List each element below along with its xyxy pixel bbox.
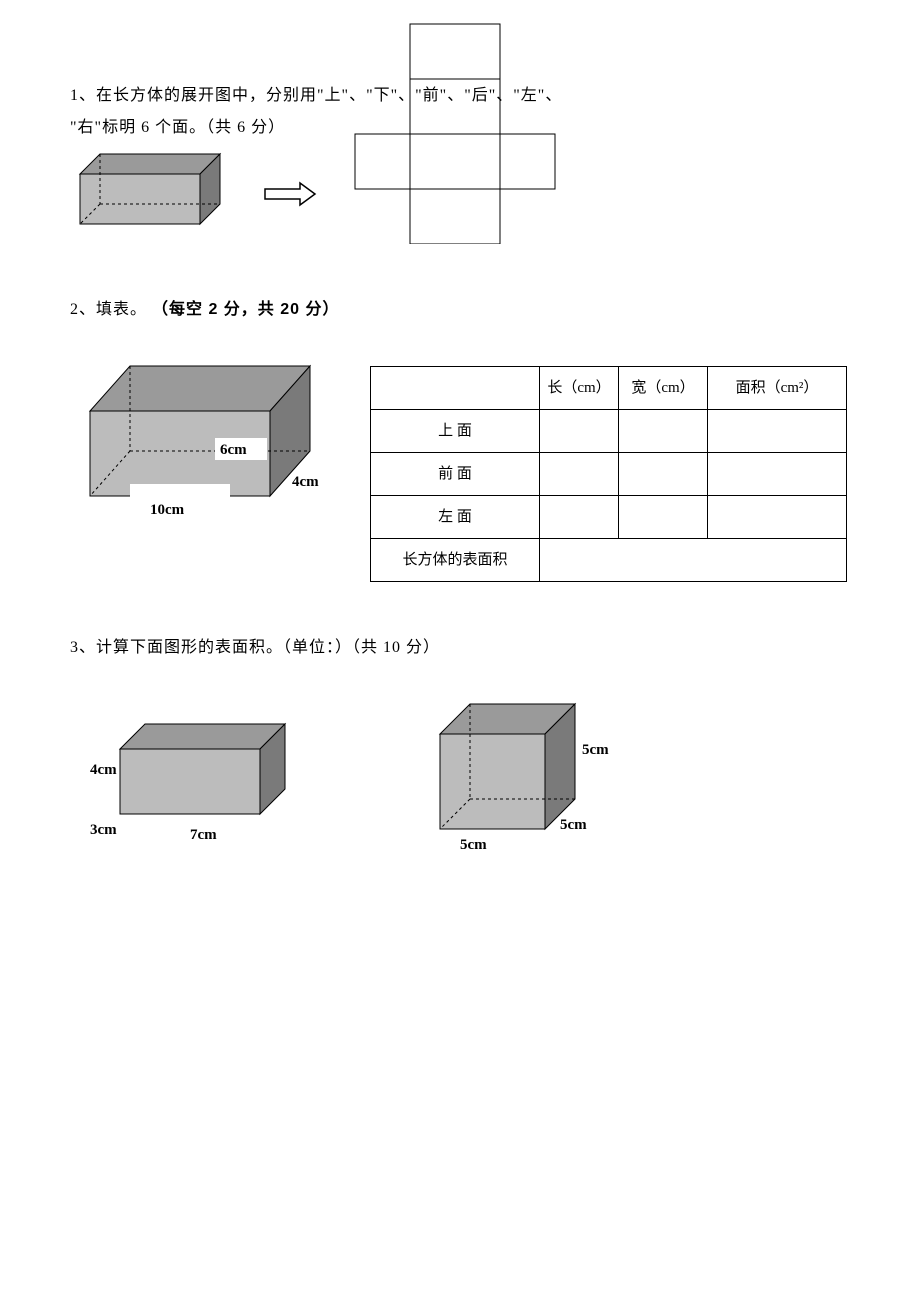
q3-box2-dim-a: 5cm <box>582 742 609 758</box>
q2-footer-row: 长方体的表面积 <box>371 539 847 582</box>
q3-box2-dim-b: 5cm <box>560 817 587 833</box>
q1-figures <box>70 144 850 244</box>
cell <box>540 453 619 496</box>
q2-box-3d: 6cm 4cm 10cm <box>70 356 340 546</box>
cell <box>619 496 708 539</box>
cell <box>708 496 847 539</box>
table-row: 左 面 <box>371 496 847 539</box>
cell: 上 面 <box>371 410 540 453</box>
q2-scoring: （每空 2 分，共 20 分） <box>152 301 339 318</box>
q3-box1-dim-l: 7cm <box>190 827 217 843</box>
q2-body: 6cm 4cm 10cm 长（cm） 宽（cm） 面积（cm²） 上 面 前 面 <box>70 356 850 582</box>
arrow-icon <box>260 179 320 209</box>
q2-h3: 面积（cm²） <box>708 367 847 410</box>
q2-footer-value <box>540 539 847 582</box>
q2-prefix: 2、填表。 <box>70 301 147 318</box>
q1-box-3d <box>70 144 240 244</box>
q3-figures: 4cm 3cm 7cm 5cm 5cm 5cm <box>90 694 850 864</box>
q3-box2-dim-c: 5cm <box>460 837 487 853</box>
q2-h0 <box>371 367 540 410</box>
q2-dim-h: 6cm <box>220 442 247 458</box>
q2-h2: 宽（cm） <box>619 367 708 410</box>
q3-box1-dim-h: 4cm <box>90 762 117 778</box>
question-3: 3、计算下面图形的表面积。（单位：）（共 10 分） 4cm 3cm 7cm 5… <box>70 632 850 864</box>
cell <box>708 410 847 453</box>
q2-dim-l: 10cm <box>150 502 185 518</box>
cell: 前 面 <box>371 453 540 496</box>
cell: 左 面 <box>371 496 540 539</box>
q2-h1: 长（cm） <box>540 367 619 410</box>
q2-footer-label: 长方体的表面积 <box>371 539 540 582</box>
q2-text: 2、填表。 （每空 2 分，共 20 分） <box>70 294 850 326</box>
q2-dim-w: 4cm <box>292 474 319 490</box>
q1-net <box>340 14 570 244</box>
table-row: 前 面 <box>371 453 847 496</box>
cell <box>619 453 708 496</box>
cell <box>708 453 847 496</box>
q3-box1: 4cm 3cm 7cm <box>90 714 310 864</box>
q2-table: 长（cm） 宽（cm） 面积（cm²） 上 面 前 面 左 面 <box>370 366 847 582</box>
q2-header-row: 长（cm） 宽（cm） 面积（cm²） <box>371 367 847 410</box>
cell <box>540 410 619 453</box>
q3-box2: 5cm 5cm 5cm <box>420 694 630 864</box>
question-2: 2、填表。 （每空 2 分，共 20 分） 6cm 4cm 10cm 长（cm）… <box>70 294 850 582</box>
cell <box>619 410 708 453</box>
q3-box1-dim-w: 3cm <box>90 822 117 838</box>
question-1: 1、在长方体的展开图中，分别用"上"、"下"、"前"、"后"、"左"、 "右"标… <box>70 80 850 244</box>
q3-text: 3、计算下面图形的表面积。（单位：）（共 10 分） <box>70 632 850 664</box>
cell <box>540 496 619 539</box>
table-row: 上 面 <box>371 410 847 453</box>
